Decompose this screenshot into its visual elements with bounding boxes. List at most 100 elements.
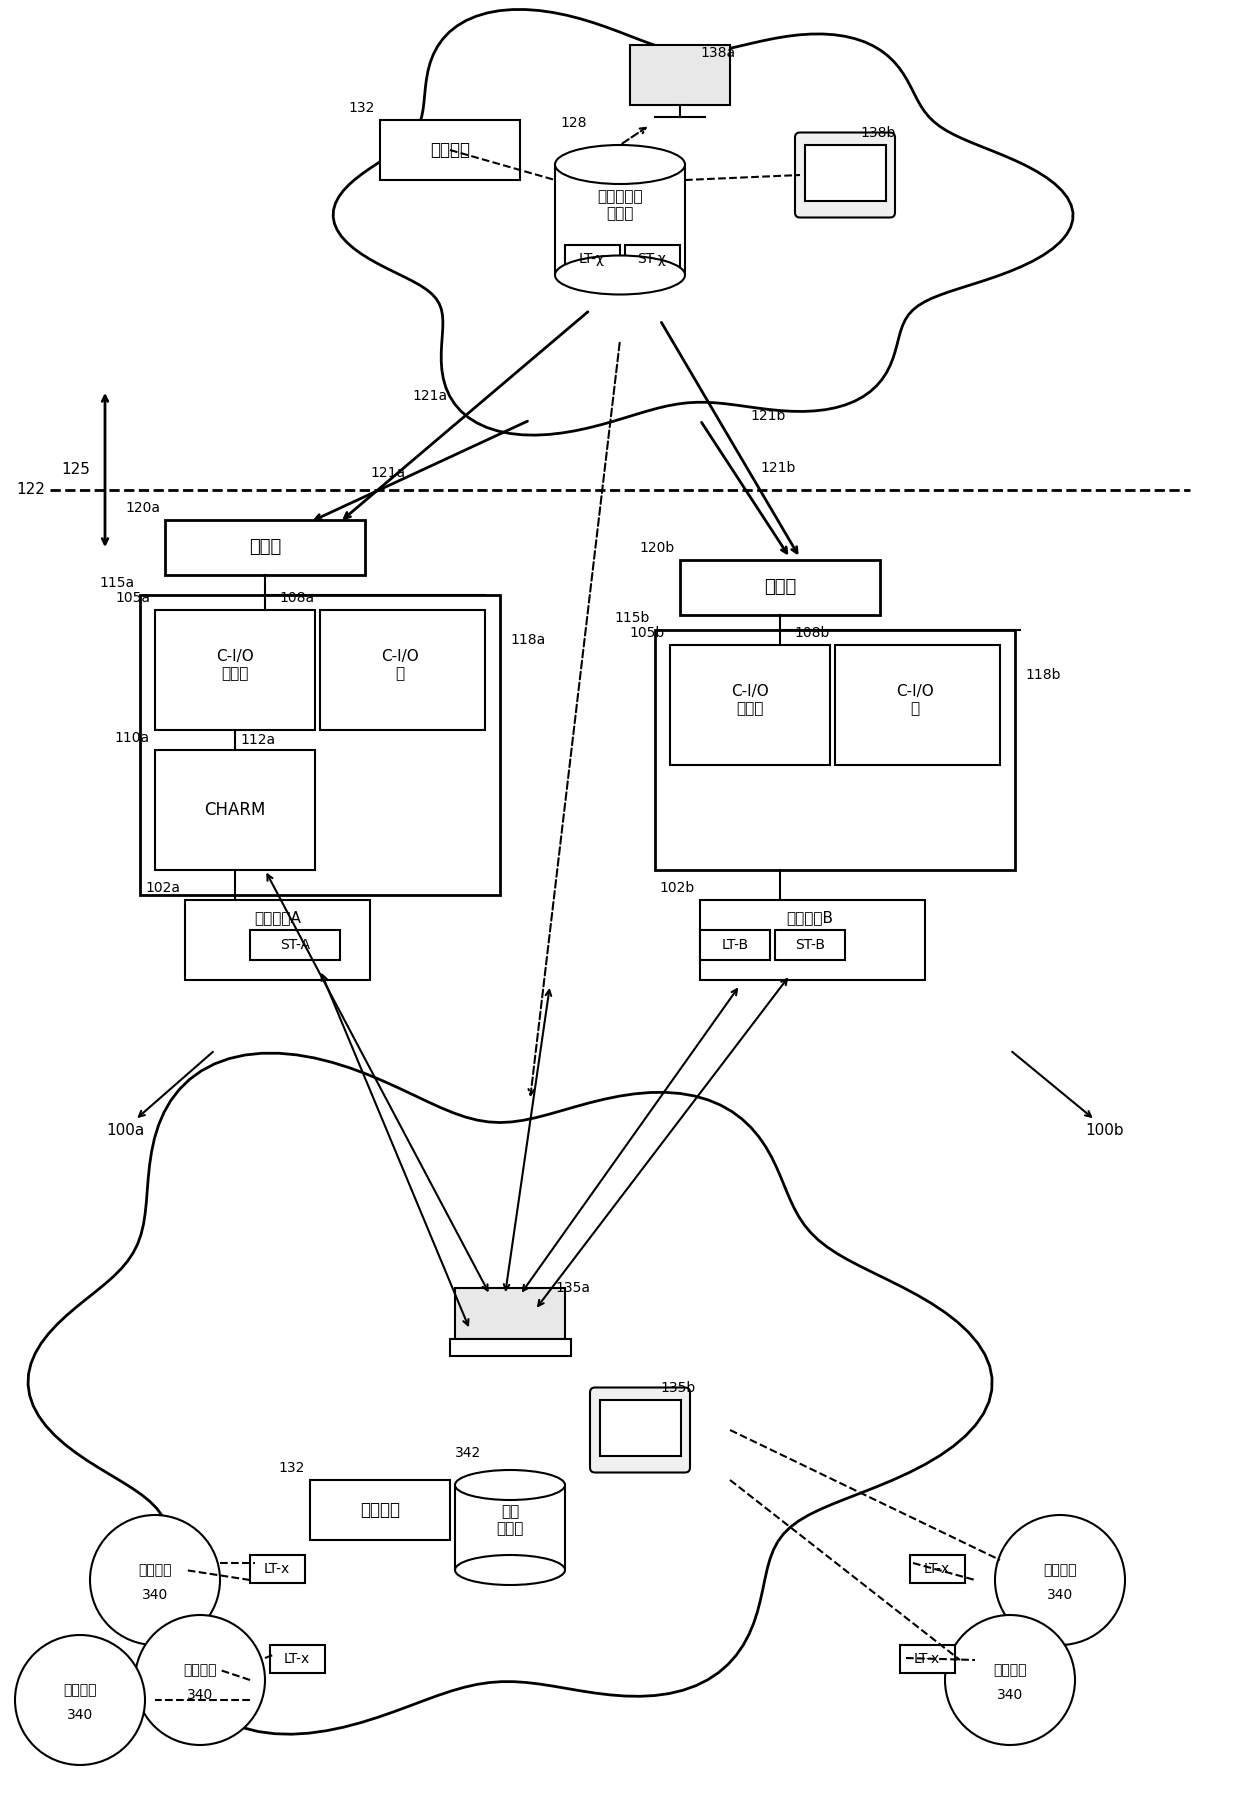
Text: 340: 340 bbox=[997, 1687, 1023, 1702]
Text: 115b: 115b bbox=[615, 611, 650, 626]
FancyBboxPatch shape bbox=[310, 1479, 450, 1540]
Text: ST-χ: ST-χ bbox=[637, 253, 666, 265]
FancyBboxPatch shape bbox=[625, 246, 680, 273]
Text: 121a: 121a bbox=[370, 466, 405, 481]
Text: 现场设备A: 现场设备A bbox=[254, 911, 301, 925]
Text: LT-x: LT-x bbox=[264, 1562, 290, 1576]
Polygon shape bbox=[29, 1052, 992, 1734]
Text: 120a: 120a bbox=[125, 500, 160, 515]
Text: 340: 340 bbox=[67, 1709, 93, 1721]
FancyBboxPatch shape bbox=[320, 610, 485, 730]
Text: 138a: 138a bbox=[701, 47, 735, 59]
Text: 135b: 135b bbox=[660, 1381, 696, 1395]
Circle shape bbox=[994, 1515, 1125, 1644]
Text: CHARM: CHARM bbox=[205, 801, 265, 819]
FancyBboxPatch shape bbox=[565, 246, 620, 273]
FancyBboxPatch shape bbox=[379, 120, 520, 179]
FancyBboxPatch shape bbox=[165, 520, 365, 576]
FancyBboxPatch shape bbox=[775, 931, 844, 959]
FancyBboxPatch shape bbox=[449, 1339, 570, 1356]
FancyBboxPatch shape bbox=[155, 610, 315, 730]
FancyBboxPatch shape bbox=[835, 645, 999, 766]
Text: 118a: 118a bbox=[510, 633, 546, 647]
Text: 108b: 108b bbox=[795, 626, 830, 640]
Text: 105b: 105b bbox=[630, 626, 665, 640]
Text: 控制器: 控制器 bbox=[249, 538, 281, 556]
Text: 120b: 120b bbox=[640, 541, 675, 556]
FancyBboxPatch shape bbox=[556, 165, 684, 274]
Text: 340: 340 bbox=[187, 1687, 213, 1702]
Text: ST-A: ST-A bbox=[280, 938, 310, 952]
FancyBboxPatch shape bbox=[455, 1287, 565, 1339]
FancyBboxPatch shape bbox=[670, 645, 830, 766]
Text: C-I/O
半: C-I/O 半 bbox=[897, 683, 934, 715]
Text: 配置应用: 配置应用 bbox=[63, 1684, 97, 1696]
FancyBboxPatch shape bbox=[805, 145, 885, 201]
Text: 122: 122 bbox=[16, 482, 45, 497]
FancyBboxPatch shape bbox=[680, 559, 880, 615]
FancyBboxPatch shape bbox=[590, 1388, 689, 1472]
FancyBboxPatch shape bbox=[701, 900, 925, 981]
Ellipse shape bbox=[455, 1470, 565, 1501]
Text: 配置应用: 配置应用 bbox=[184, 1662, 217, 1676]
Text: LT-χ: LT-χ bbox=[579, 253, 605, 265]
Circle shape bbox=[15, 1635, 145, 1764]
Text: 132: 132 bbox=[279, 1461, 305, 1476]
Text: 128: 128 bbox=[560, 117, 587, 131]
Circle shape bbox=[91, 1515, 219, 1644]
Text: 100b: 100b bbox=[1086, 1122, 1125, 1139]
Text: LT-x: LT-x bbox=[914, 1651, 940, 1666]
FancyBboxPatch shape bbox=[250, 931, 340, 959]
FancyBboxPatch shape bbox=[630, 45, 730, 106]
Text: 资产系统: 资产系统 bbox=[430, 142, 470, 160]
Text: 配置应用: 配置应用 bbox=[138, 1563, 172, 1578]
Text: 110a: 110a bbox=[115, 732, 150, 746]
Text: C-I/O
终端块: C-I/O 终端块 bbox=[732, 683, 769, 715]
Text: 112a: 112a bbox=[241, 733, 275, 748]
Text: 121b: 121b bbox=[750, 409, 785, 423]
Text: 125: 125 bbox=[61, 463, 91, 477]
Circle shape bbox=[135, 1615, 265, 1745]
Text: LT-x: LT-x bbox=[284, 1651, 310, 1666]
Text: 数据
储存器: 数据 储存器 bbox=[496, 1504, 523, 1537]
Text: 102b: 102b bbox=[660, 880, 694, 895]
Text: C-I/O
终端块: C-I/O 终端块 bbox=[216, 649, 254, 681]
Text: 集中式数据
储存器: 集中式数据 储存器 bbox=[598, 188, 642, 221]
FancyBboxPatch shape bbox=[455, 1485, 565, 1571]
Text: 118b: 118b bbox=[1025, 669, 1060, 681]
Text: C-I/O
半: C-I/O 半 bbox=[381, 649, 419, 681]
FancyBboxPatch shape bbox=[701, 931, 770, 959]
Text: 340: 340 bbox=[1047, 1589, 1073, 1601]
FancyBboxPatch shape bbox=[795, 133, 895, 217]
FancyBboxPatch shape bbox=[910, 1555, 965, 1583]
Text: LT-B: LT-B bbox=[722, 938, 749, 952]
FancyBboxPatch shape bbox=[155, 749, 315, 870]
Circle shape bbox=[945, 1615, 1075, 1745]
FancyBboxPatch shape bbox=[270, 1644, 325, 1673]
Text: 121b: 121b bbox=[760, 461, 795, 475]
Text: 108a: 108a bbox=[280, 592, 315, 604]
FancyBboxPatch shape bbox=[250, 1555, 305, 1583]
Text: 现场设备B: 现场设备B bbox=[786, 911, 833, 925]
FancyBboxPatch shape bbox=[599, 1400, 681, 1456]
Ellipse shape bbox=[556, 255, 684, 294]
Text: 340: 340 bbox=[141, 1589, 169, 1601]
Polygon shape bbox=[334, 9, 1073, 436]
FancyBboxPatch shape bbox=[185, 900, 370, 981]
Text: ST-B: ST-B bbox=[795, 938, 825, 952]
Text: 控制器: 控制器 bbox=[764, 577, 796, 595]
Text: 135a: 135a bbox=[556, 1280, 590, 1295]
Text: 配置应用: 配置应用 bbox=[1043, 1563, 1076, 1578]
Text: 105a: 105a bbox=[115, 592, 150, 604]
FancyBboxPatch shape bbox=[900, 1644, 955, 1673]
Text: 121a: 121a bbox=[413, 389, 448, 403]
Text: LT-x: LT-x bbox=[924, 1562, 950, 1576]
Text: 342: 342 bbox=[455, 1445, 481, 1460]
Text: 资产系统: 资产系统 bbox=[360, 1501, 401, 1519]
Text: 102a: 102a bbox=[145, 880, 180, 895]
FancyBboxPatch shape bbox=[140, 595, 500, 895]
Text: 132: 132 bbox=[348, 100, 374, 115]
Text: 115a: 115a bbox=[100, 576, 135, 590]
FancyBboxPatch shape bbox=[655, 629, 1016, 870]
Text: 配置应用: 配置应用 bbox=[993, 1662, 1027, 1676]
